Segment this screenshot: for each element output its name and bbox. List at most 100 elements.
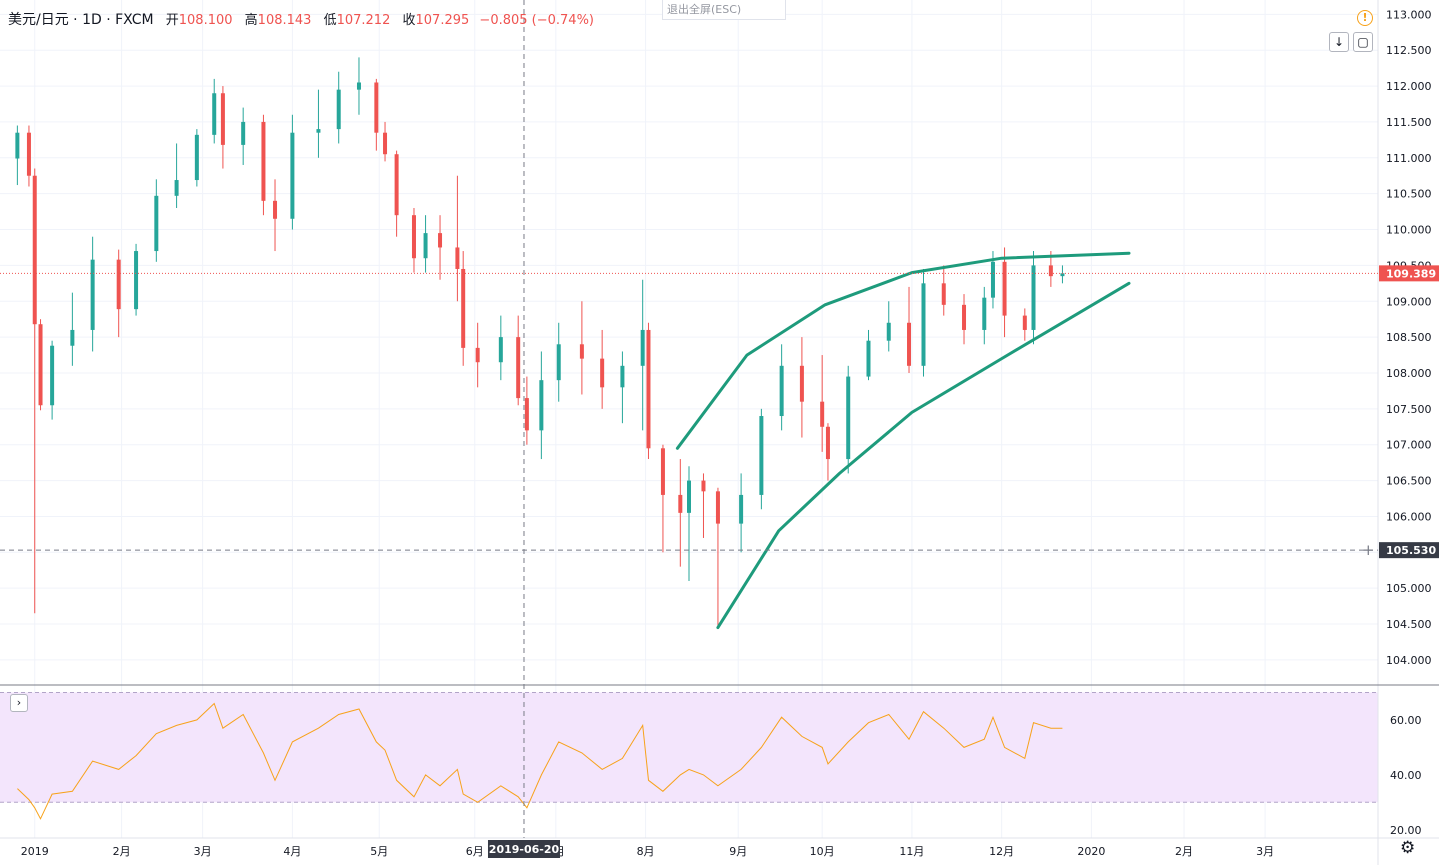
candle-body [1002,261,1007,316]
fullscreen-icon[interactable]: ▢ [1353,32,1373,52]
price-tick-label: 106.500 [1386,475,1432,488]
candle-body [660,448,665,495]
candle-body [739,494,744,524]
exit-fullscreen-button[interactable]: 退出全屏(ESC) [662,0,786,20]
rsi-band-area [0,692,1378,803]
warning-icon[interactable]: ! [1357,10,1373,26]
candle-body [779,365,784,417]
time-tick-label: 2月 [113,845,131,858]
candle-body [423,233,428,259]
candle-body [461,268,466,348]
rsi-line [17,702,1063,820]
candle-body [498,337,503,363]
candle-body [678,494,683,513]
candle-body [715,491,720,524]
candle-body [26,132,31,176]
candle-body [820,401,825,427]
last-price-badge [1379,265,1439,282]
candle-body [455,247,460,269]
candle-body [799,365,804,402]
crosshair-plus-icon: + [1362,541,1375,559]
open-label: 开 [165,13,179,28]
rsi-tick-label: 20.00 [1390,824,1422,837]
candle-body [962,304,967,330]
candle-body [241,121,246,145]
crosshair-price-badge [1379,542,1439,559]
price-tick-label: 108.000 [1386,367,1432,380]
price-tick-label: 109.000 [1386,295,1432,308]
gear-icon[interactable]: ⚙ [1400,838,1416,858]
candle-body [921,283,926,366]
price-tick-label: 112.000 [1386,80,1432,93]
time-tick-label: 2月 [1175,845,1193,858]
candle-body [990,261,995,298]
rsi-series-line [17,702,1063,820]
candle-body [1022,315,1027,330]
time-tick-label: 4月 [283,845,301,858]
rsi-tick-label: 40.00 [1390,769,1422,782]
low-value: 107.212 [336,13,391,28]
crosshair-price-label: 105.530 [1386,544,1436,557]
candle-body [579,344,584,359]
time-tick-label: 6月 [466,845,484,858]
time-tick-label: 5月 [370,845,388,858]
time-tick-label: 8月 [637,845,655,858]
candle-body [1060,273,1065,277]
price-tick-label: 111.500 [1386,116,1432,129]
candles [15,57,1065,628]
time-tick-label: 10月 [810,845,835,858]
candle-body [620,365,625,388]
candle-body [907,322,912,366]
price-tick-label: 111.000 [1386,152,1432,165]
time-tick-label: 9月 [729,845,747,858]
candle-body [646,329,651,449]
time-tick-label: 2020 [1077,845,1105,858]
candle-body [70,329,75,346]
price-tick-label: 104.500 [1386,618,1432,631]
symbol-name: 美元/日元 · 1D · FXCM [8,12,154,28]
candle-body [374,82,379,133]
price-tick-label: 113.000 [1386,8,1432,21]
axis-labels: 113.000 112.500 112.000 111.500 111.000 110.5… [21,8,1439,858]
candle-body [524,398,529,431]
crosshair-date-badge [487,840,560,858]
symbol-header: 美元/日元 · 1D · FXCM 开108.100 高108.143 低107… [8,9,594,29]
candle-body [600,358,605,388]
price-tick-label: 110.500 [1386,188,1432,201]
lower-channel-line [716,281,1131,630]
candle-body [866,340,871,377]
change-value: −0.805 (−0.74%) [479,13,594,28]
candle-body [220,93,225,145]
candle-body [556,344,561,381]
candle-body [846,376,851,460]
candle-body [116,259,121,310]
chevron-right-icon[interactable]: › [10,694,28,712]
close-label: 收 [402,13,416,28]
candle-body [383,132,388,155]
candle-body [1048,265,1053,277]
candle-body [687,480,691,513]
candle-body [290,132,295,219]
candle-body [982,297,987,330]
candle-body [15,132,20,159]
channel-lines [675,251,1131,630]
candle-body [261,121,266,201]
price-tick-label: 105.000 [1386,582,1432,595]
low-label: 低 [323,13,337,28]
arrow-down-icon[interactable]: ↓ [1329,32,1349,52]
candle-body [90,259,95,330]
candle-body [759,416,764,495]
candle-body [640,329,645,366]
candle-body [356,82,361,90]
candle-body [316,129,321,133]
price-tick-label: 107.500 [1386,403,1432,416]
close-value: 107.295 [415,13,470,28]
candle-body [134,251,139,310]
high-value: 108.143 [257,13,312,28]
candle-body [273,200,278,219]
price-tick-label: 107.000 [1386,439,1432,452]
candle-body [336,89,341,130]
time-tick-label: 2019 [21,845,49,858]
